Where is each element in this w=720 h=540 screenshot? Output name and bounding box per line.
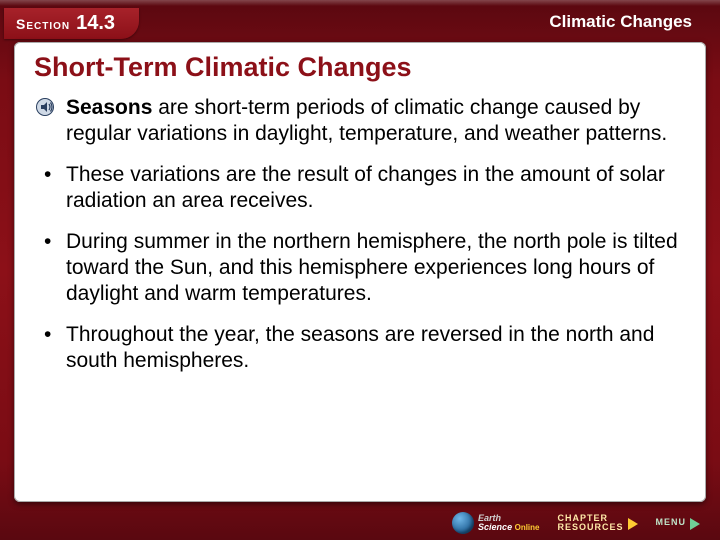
- bullet-text: These variations are the result of chang…: [66, 163, 665, 212]
- bullet-text: are short-term periods of climatic chang…: [66, 96, 667, 145]
- bullet-text: Throughout the year, the seasons are rev…: [66, 323, 654, 372]
- bullet-list: Seasons are short-term periods of climat…: [34, 95, 686, 373]
- slide-title: Short-Term Climatic Changes: [34, 52, 686, 83]
- slide-frame: Section 14.3 Climatic Changes Short-Term…: [0, 0, 720, 540]
- bullet-text: During summer in the northern hemisphere…: [66, 230, 678, 304]
- chapter-label-2: RESOURCES: [557, 523, 623, 532]
- list-item: Throughout the year, the seasons are rev…: [34, 322, 686, 373]
- menu-label: MENU: [656, 518, 687, 527]
- top-bar: Section 14.3 Climatic Changes: [4, 4, 716, 42]
- chapter-resources-button[interactable]: CHAPTER RESOURCES: [557, 514, 637, 533]
- bold-term: Seasons: [66, 96, 152, 119]
- bottom-bar: Earth Science Online CHAPTER RESOURCES M…: [0, 506, 720, 540]
- logo-line2: Science: [478, 522, 512, 532]
- arrow-right-icon: [628, 518, 638, 530]
- logo[interactable]: Earth Science Online: [452, 512, 539, 534]
- section-label: Section: [16, 16, 70, 32]
- topic-title: Climatic Changes: [549, 12, 692, 32]
- logo-text: Earth Science Online: [478, 514, 539, 532]
- section-tab: Section 14.3: [4, 8, 139, 39]
- list-item: These variations are the result of chang…: [34, 162, 686, 213]
- logo-line3: Online: [515, 523, 540, 532]
- content-panel: Short-Term Climatic Changes Seasons are …: [14, 42, 706, 502]
- menu-button[interactable]: MENU: [656, 516, 701, 530]
- globe-icon: [452, 512, 474, 534]
- list-item: Seasons are short-term periods of climat…: [34, 95, 686, 146]
- arrow-right-icon: [690, 518, 700, 530]
- audio-icon[interactable]: [36, 98, 56, 116]
- section-number: 14.3: [76, 12, 115, 35]
- list-item: During summer in the northern hemisphere…: [34, 229, 686, 306]
